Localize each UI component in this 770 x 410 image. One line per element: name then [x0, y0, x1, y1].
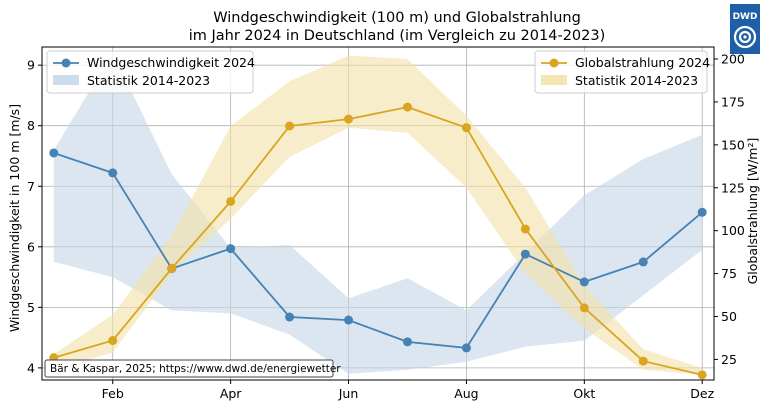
solar-series-line: [53, 106, 703, 376]
y-right-tick-label-50: 50: [721, 309, 737, 324]
wind-series-point-6: [344, 315, 354, 325]
wind-statistic-band: [53, 53, 703, 374]
credit-text: Bär & Kaspar, 2025; https://www.dwd.de/e…: [50, 363, 341, 375]
wind-series-line: [53, 152, 703, 349]
series-lines: [49, 102, 707, 380]
legend-wind-marker-swatch: [61, 58, 71, 68]
chart-title-line-1: Windgeschwindigkeit (100 m) und Globalst…: [213, 10, 581, 26]
solar-series-point-11: [638, 356, 648, 366]
credit-box-frame: [44, 359, 334, 378]
wind-series-point-10: [579, 277, 589, 287]
wind-series-point-4: [226, 244, 236, 254]
legend-wind-band-swatch: [53, 75, 79, 85]
legend-solar-frame: [534, 50, 708, 94]
wind-series-point-5: [285, 312, 295, 322]
solar-series-point-7: [402, 102, 412, 112]
statistic-bands: [53, 53, 703, 375]
dwd-logo-background: [730, 4, 760, 54]
solar-series-point-2: [108, 336, 118, 346]
y-right-tick-label-175: 175: [721, 94, 745, 109]
legend-solar: Globalstrahlung 2024 Statistik 2014-2023: [534, 50, 710, 94]
x-tick-label-Jun: Jun: [338, 386, 359, 401]
y-right-tick-label-100: 100: [721, 223, 745, 238]
legend-wind: Windgeschwindigkeit 2024 Statistik 2014-…: [46, 50, 255, 94]
legend-wind-band-label: Statistik 2014-2023: [87, 73, 210, 88]
dwd-logo-swirl-center: [743, 35, 747, 39]
wind-series-point-11: [638, 257, 648, 267]
credit-box: Bär & Kaspar, 2025; https://www.dwd.de/e…: [44, 359, 341, 378]
y-left-tick-label-9: 9: [27, 58, 35, 73]
solar-series-point-6: [344, 114, 354, 124]
dwd-logo-text: DWD: [733, 12, 758, 22]
y-left-tick-label-7: 7: [27, 179, 35, 194]
solar-series-point-8: [461, 123, 471, 133]
solar-series-point-9: [520, 224, 530, 234]
solar-series-point-5: [285, 121, 295, 131]
legend-wind-frame: [46, 50, 254, 94]
wind-series-point-2: [108, 168, 118, 178]
solar-series-point-4: [226, 196, 236, 206]
chart-title-line-2: im Jahr 2024 in Deutschland (im Vergleic…: [189, 28, 606, 44]
wind-series-point-7: [402, 337, 412, 347]
dwd-logo: DWD: [730, 4, 760, 54]
x-tick-label-Feb: Feb: [102, 386, 124, 401]
dwd-logo-swirl-outer: [733, 25, 757, 49]
x-tick-label-Okt: Okt: [573, 386, 595, 401]
plot-frame: [41, 46, 715, 381]
y-left-tick-label-8: 8: [27, 118, 35, 133]
solar-series-point-3: [167, 263, 177, 273]
legend-solar-band-swatch: [541, 75, 567, 85]
y-right-tick-label-25: 25: [721, 352, 737, 367]
y-right-tick-label-75: 75: [721, 266, 737, 281]
solar-series-point-12: [697, 370, 707, 380]
legend-wind-label: Windgeschwindigkeit 2024: [87, 55, 255, 70]
x-tick-label-Apr: Apr: [220, 386, 242, 401]
wind-series-point-1: [49, 148, 59, 158]
wind-series-point-12: [697, 207, 707, 217]
x-tick-label-Aug: Aug: [454, 386, 478, 401]
y-left-tick-label-4: 4: [27, 360, 35, 375]
y-axis-left-label: Windgeschwindigkeit in 100 m [m/s]: [7, 104, 22, 332]
x-tick-label-Dez: Dez: [690, 386, 714, 401]
y-right-tick-label-200: 200: [721, 52, 745, 67]
axes: Feb Apr Jun Aug Okt Dez 4 5 6 7 8 9 25 50 75 100 125 150 1…: [27, 46, 745, 401]
legend-solar-label: Globalstrahlung 2024: [575, 55, 710, 70]
solar-series-point-10: [579, 303, 589, 313]
solar-statistic-band: [53, 55, 703, 375]
legend-solar-band-label: Statistik 2014-2023: [575, 73, 698, 88]
y-left-tick-label-6: 6: [27, 239, 35, 254]
wind-series-point-9: [520, 249, 530, 259]
dwd-logo-swirl-inner: [738, 30, 752, 44]
y-axis-right-label: Globalstrahlung [W/m²]: [745, 138, 760, 285]
y-left-tick-label-5: 5: [27, 300, 35, 315]
legend-solar-marker-swatch: [549, 58, 559, 68]
y-right-tick-label-150: 150: [721, 137, 745, 152]
y-right-tick-label-125: 125: [721, 180, 745, 195]
wind-series-point-8: [461, 343, 471, 353]
